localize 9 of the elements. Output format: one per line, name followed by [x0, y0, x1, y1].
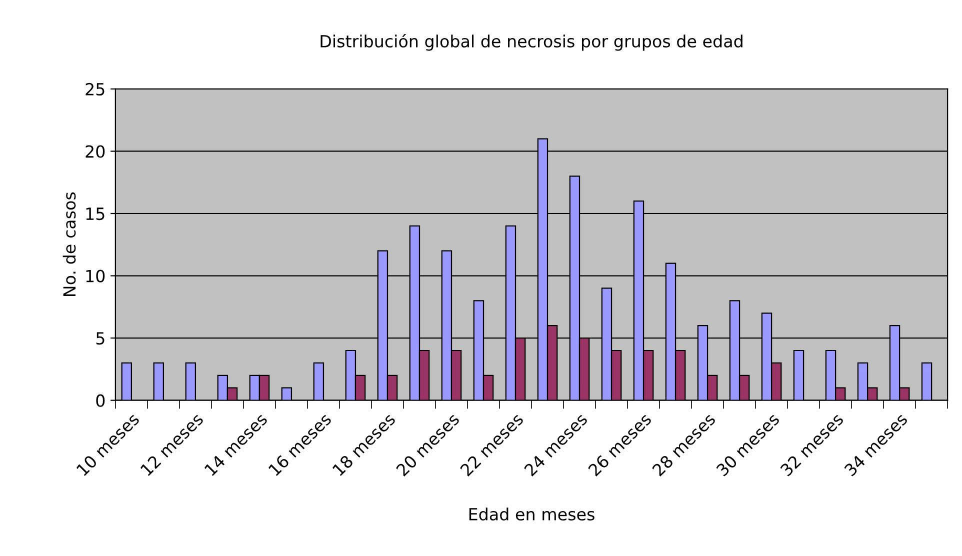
y-tick-label: 10 — [86, 270, 105, 282]
y-tick-label: 0 — [96, 394, 105, 407]
y-tick-label: 25 — [86, 82, 104, 96]
chart-title: Distribución global de necrosis por grupos de edad — [320, 34, 742, 51]
y-tick-label: 20 — [86, 145, 105, 158]
y-tick-label: 15 — [86, 208, 104, 220]
y-axis-title: No. de casos — [62, 192, 76, 296]
x-axis-title: Edad en meses — [469, 508, 594, 521]
y-tick-label: 5 — [96, 332, 104, 345]
